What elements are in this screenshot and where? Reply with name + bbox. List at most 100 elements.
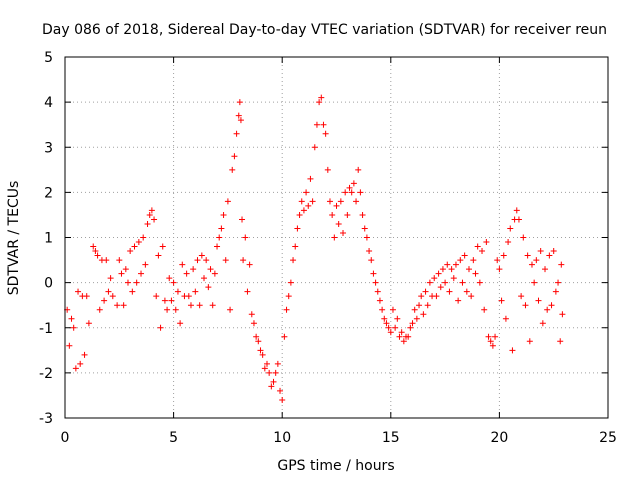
data-point bbox=[557, 338, 564, 345]
data-point bbox=[324, 166, 331, 173]
data-point bbox=[96, 306, 103, 313]
data-point bbox=[303, 189, 310, 196]
data-point bbox=[485, 333, 492, 340]
data-point bbox=[370, 270, 377, 277]
data-point bbox=[298, 198, 305, 205]
data-point bbox=[120, 302, 127, 309]
data-point bbox=[442, 279, 449, 286]
data-point bbox=[407, 324, 414, 331]
data-point bbox=[166, 275, 173, 282]
data-point bbox=[236, 99, 243, 106]
x-tick-label: 0 bbox=[61, 430, 70, 446]
chart-title: Day 086 of 2018, Sidereal Day-to-day VTE… bbox=[42, 22, 607, 38]
data-point bbox=[544, 306, 551, 313]
data-point bbox=[350, 180, 357, 187]
data-point bbox=[274, 360, 281, 367]
data-point bbox=[444, 261, 451, 268]
data-point bbox=[92, 248, 99, 255]
data-point bbox=[172, 306, 179, 313]
y-tick-label: -1 bbox=[39, 321, 53, 337]
data-point bbox=[242, 234, 249, 241]
data-point bbox=[424, 302, 431, 309]
data-point bbox=[313, 121, 320, 128]
data-point bbox=[187, 302, 194, 309]
data-point bbox=[329, 211, 336, 218]
data-point bbox=[502, 315, 509, 322]
data-point bbox=[363, 234, 370, 241]
data-point bbox=[255, 338, 262, 345]
data-point bbox=[239, 216, 246, 223]
data-point bbox=[366, 248, 373, 255]
data-point bbox=[231, 153, 238, 160]
x-tick-label: 25 bbox=[599, 430, 617, 446]
data-point bbox=[409, 320, 416, 327]
data-point bbox=[131, 243, 138, 250]
data-point bbox=[411, 306, 418, 313]
data-point bbox=[116, 257, 123, 264]
data-point bbox=[261, 365, 268, 372]
data-point bbox=[316, 99, 323, 106]
data-point bbox=[520, 234, 527, 241]
data-point bbox=[555, 279, 562, 286]
data-point bbox=[539, 320, 546, 327]
data-point bbox=[153, 293, 160, 300]
data-point bbox=[385, 324, 392, 331]
grid-lines bbox=[65, 57, 608, 418]
data-point bbox=[135, 239, 142, 246]
data-point bbox=[287, 279, 294, 286]
data-point bbox=[75, 288, 82, 295]
data-point bbox=[122, 266, 129, 273]
data-point bbox=[531, 279, 538, 286]
data-point bbox=[283, 306, 290, 313]
data-point bbox=[455, 297, 462, 304]
x-tick-label: 20 bbox=[490, 430, 508, 446]
data-point bbox=[185, 293, 192, 300]
data-point bbox=[311, 144, 318, 151]
data-point bbox=[259, 351, 266, 358]
data-point bbox=[468, 293, 475, 300]
data-point bbox=[133, 279, 140, 286]
data-point bbox=[192, 288, 199, 295]
data-point bbox=[353, 198, 360, 205]
y-tick-label: 1 bbox=[44, 231, 53, 247]
data-point bbox=[552, 288, 559, 295]
data-point bbox=[533, 257, 540, 264]
data-point bbox=[159, 243, 166, 250]
data-point bbox=[340, 229, 347, 236]
data-point bbox=[140, 234, 147, 241]
data-point bbox=[476, 279, 483, 286]
data-point bbox=[285, 293, 292, 300]
data-points bbox=[64, 94, 566, 403]
data-point bbox=[431, 275, 438, 282]
y-tick-label: 3 bbox=[44, 140, 53, 156]
data-point bbox=[413, 315, 420, 322]
data-point bbox=[405, 333, 412, 340]
data-point bbox=[307, 175, 314, 182]
data-point bbox=[268, 383, 275, 390]
data-point bbox=[452, 261, 459, 268]
data-point bbox=[290, 257, 297, 264]
data-point bbox=[344, 211, 351, 218]
data-point bbox=[94, 252, 101, 259]
y-tick-label: -3 bbox=[39, 411, 53, 427]
data-point bbox=[201, 275, 208, 282]
data-point bbox=[392, 324, 399, 331]
data-point bbox=[361, 225, 368, 232]
data-point bbox=[435, 270, 442, 277]
data-point bbox=[418, 293, 425, 300]
data-point bbox=[474, 243, 481, 250]
data-point bbox=[528, 261, 535, 268]
data-point bbox=[227, 306, 234, 313]
data-point bbox=[224, 198, 231, 205]
data-point bbox=[279, 396, 286, 403]
data-point bbox=[229, 166, 236, 173]
data-point bbox=[309, 198, 316, 205]
data-point bbox=[272, 369, 279, 376]
y-tick-label: -2 bbox=[39, 366, 53, 382]
data-point bbox=[379, 306, 386, 313]
data-point bbox=[513, 207, 520, 214]
data-point bbox=[457, 257, 464, 264]
data-point bbox=[500, 252, 507, 259]
data-point bbox=[522, 302, 529, 309]
